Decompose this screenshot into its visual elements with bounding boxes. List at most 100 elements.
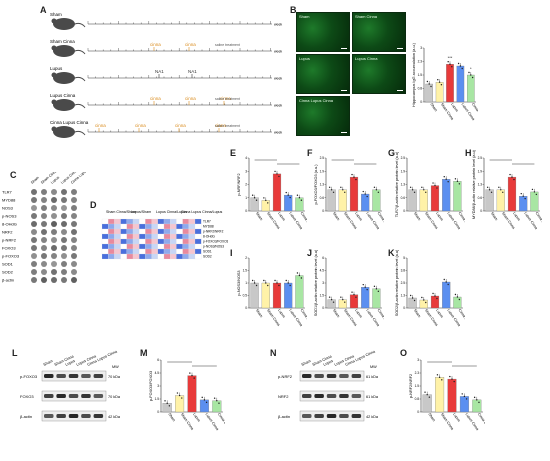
y-tick-label: 0.6: [478, 196, 483, 200]
timeline-unit: week: [274, 50, 282, 54]
chart-g: TLR7/β-actin relative protein level (a.u…: [395, 151, 465, 239]
array-row-label: p-NRF2: [2, 238, 17, 243]
heatmap-column-label: Lupus Cinna/Lupus: [156, 210, 187, 214]
data-point: [164, 400, 166, 402]
heatmap-cell: [163, 218, 171, 225]
bar-sham-cinna: [338, 189, 347, 212]
heatmap-cell: [120, 228, 127, 235]
mouse-icon: [53, 45, 75, 57]
data-point: [328, 186, 331, 188]
heatmap-cell: [170, 218, 177, 225]
data-point: [328, 296, 331, 298]
data-point: [330, 189, 333, 191]
array-row-label: SOD1: [2, 262, 14, 267]
bar-cinna-lupus-cinna: [295, 197, 304, 212]
array-dot: [61, 205, 67, 211]
bar-sham: [422, 394, 432, 413]
array-row-label: p-NOS3: [2, 214, 17, 219]
heatmap-cell: [182, 233, 189, 240]
array-dot: [31, 277, 37, 283]
heatmap-cell: [157, 223, 165, 230]
y-tick-label: 0.8: [415, 397, 420, 401]
y-tick-label: 0: [420, 100, 422, 104]
data-point: [463, 395, 466, 398]
timeline-mark: cinna: [150, 96, 161, 101]
data-point: [276, 173, 278, 175]
array-dot: [71, 189, 77, 195]
heatmap-column-label: Lupus/Sham: [131, 210, 151, 214]
array-dot: [41, 221, 47, 227]
y-tick-label: 1.5: [243, 269, 248, 273]
data-point: [476, 399, 478, 401]
data-point: [434, 295, 436, 297]
y-tick-label: 1: [245, 196, 247, 200]
heatmap-cell: [170, 248, 177, 255]
timeline-unit: week: [274, 104, 282, 108]
heatmap-cell: [132, 243, 140, 250]
data-point: [511, 176, 513, 178]
heatmap-cell: [157, 238, 165, 245]
y-axis-label: SOD2/β-actin relative protein level (a.u…: [395, 250, 399, 316]
fluor-image-sham: Sham: [296, 12, 350, 52]
data-point: [423, 299, 425, 301]
bar-lupus: [430, 185, 440, 212]
y-tick-label: 6: [322, 256, 324, 260]
heatmap-cell: [157, 228, 165, 235]
heatmap-cell: [170, 233, 177, 240]
bar-lupus-cinna: [284, 282, 293, 309]
array-dot: [61, 277, 67, 283]
heatmap-cell: [108, 253, 115, 260]
heatmap-cell: [120, 248, 127, 255]
data-point: [486, 186, 489, 188]
heatmap-cell: [145, 243, 152, 250]
array-dot: [71, 197, 77, 203]
y-tick-label: 2.5: [401, 281, 406, 285]
bar-lupus: [430, 295, 440, 309]
y-tick-label: 0.6: [320, 196, 325, 200]
panel-label-h: H: [465, 148, 472, 158]
array-dot: [41, 253, 47, 259]
data-point: [524, 197, 526, 200]
data-point: [428, 396, 431, 398]
heatmap-cell: [182, 238, 189, 245]
bar-sham-cinna: [261, 282, 270, 309]
y-tick-label: 4: [245, 156, 247, 160]
heatmap-row-label: p-NOS3/NOS3: [203, 245, 224, 249]
heatmap-cell: [139, 233, 146, 240]
data-point: [255, 284, 258, 287]
y-tick-label: 2.5: [320, 156, 325, 160]
western-band: [314, 374, 324, 378]
x-tick-label: Lupus: [354, 308, 363, 318]
data-point: [253, 197, 256, 199]
array-dot: [41, 261, 47, 267]
heatmap-cell: [170, 228, 177, 235]
bar-lupus-cinna: [199, 399, 209, 413]
data-point: [432, 292, 434, 295]
data-point: [278, 284, 280, 287]
data-point: [300, 277, 303, 279]
array-dot: [61, 261, 67, 267]
data-point: [428, 83, 430, 85]
array-dot: [51, 245, 57, 251]
array-dot: [61, 221, 67, 227]
data-point: [168, 405, 171, 407]
panel-label-b: B: [290, 5, 297, 15]
array-row-label: FOXO3: [2, 246, 16, 251]
data-point: [411, 297, 414, 299]
heatmap-cell: [163, 228, 171, 235]
bar-lupus: [507, 176, 517, 212]
data-point: [411, 189, 414, 191]
x-tick-label: Sham: [167, 412, 176, 422]
heatmap-cell: [120, 233, 127, 240]
heatmap-cell: [188, 238, 196, 245]
timeline-mark: cinna: [215, 123, 226, 128]
fluor-image-lupus-cinna: Lupus Cinna: [352, 54, 406, 94]
data-point: [413, 191, 416, 193]
heatmap-cell: [163, 238, 171, 245]
western-band: [314, 414, 324, 418]
x-tick-label: Sham Cinna: [180, 412, 195, 430]
western-band: [302, 374, 312, 378]
data-point: [465, 398, 468, 400]
mouse-icon: [53, 99, 75, 111]
timeline-mark: cinna: [185, 42, 196, 47]
